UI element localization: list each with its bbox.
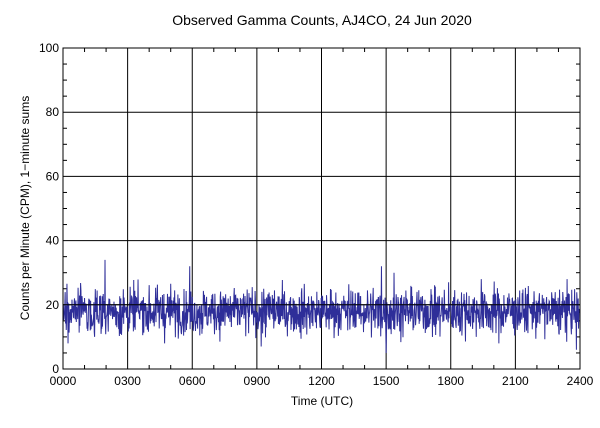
x-tick-label: 0600 bbox=[179, 374, 206, 388]
y-tick-label: 100 bbox=[39, 41, 59, 55]
chart-title: Observed Gamma Counts, AJ4CO, 24 Jun 202… bbox=[172, 12, 472, 28]
x-tick-label: 2400 bbox=[567, 374, 594, 388]
y-axis-tick-labels: 0 20 40 60 80 100 bbox=[39, 41, 59, 376]
minor-ticks bbox=[63, 48, 580, 369]
x-tick-label: 1800 bbox=[437, 374, 464, 388]
y-tick-label: 80 bbox=[46, 105, 60, 119]
x-tick-label: 1200 bbox=[308, 374, 335, 388]
y-tick-label: 40 bbox=[46, 234, 60, 248]
y-axis-label: Counts per Minute (CPM), 1−minute sums bbox=[18, 96, 32, 320]
x-tick-label: 0300 bbox=[114, 374, 141, 388]
x-tick-label: 0000 bbox=[50, 374, 77, 388]
series-line-gamma-counts bbox=[62, 259, 581, 353]
y-tick-label: 20 bbox=[46, 298, 60, 312]
plot-area-frame bbox=[62, 47, 581, 370]
x-tick-label: 2100 bbox=[502, 374, 529, 388]
x-tick-label: 0900 bbox=[244, 374, 271, 388]
x-axis-tick-labels: 0000 0300 0600 0900 1200 1500 1800 2100 2400 bbox=[50, 374, 594, 388]
x-tick-label: 1500 bbox=[373, 374, 400, 388]
y-tick-label: 0 bbox=[52, 362, 59, 376]
y-tick-label: 60 bbox=[46, 169, 60, 183]
x-axis-label: Time (UTC) bbox=[291, 394, 353, 408]
